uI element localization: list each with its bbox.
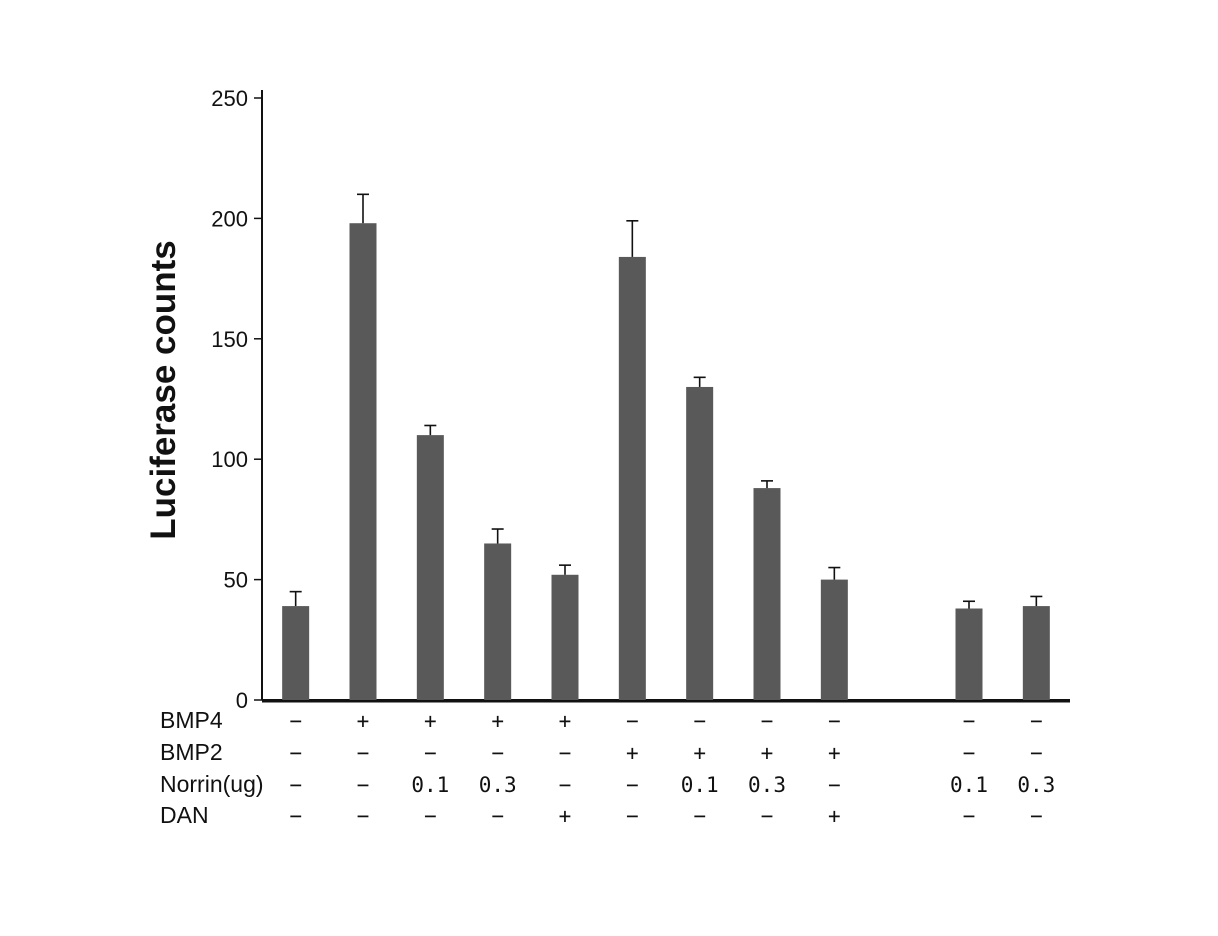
y-tick-label: 100	[211, 447, 248, 472]
condition-cell: −	[559, 741, 572, 765]
condition-cell: +	[761, 741, 774, 765]
condition-cell: −	[559, 773, 572, 797]
y-tick-label: 0	[236, 688, 248, 713]
condition-row-label: BMP2	[160, 739, 223, 765]
bar	[1022, 606, 1050, 700]
bar	[955, 608, 983, 700]
condition-cell: −	[693, 804, 706, 828]
y-tick-label: 200	[211, 206, 248, 231]
bar	[618, 256, 646, 700]
condition-cell: −	[761, 804, 774, 828]
bar	[686, 386, 714, 700]
condition-cell: −	[963, 709, 976, 733]
condition-cell: −	[424, 741, 437, 765]
condition-cell: −	[289, 804, 302, 828]
y-axis-title: Luciferase counts	[144, 240, 183, 540]
condition-matrix: BMP4 − + + + + − − − − − − BMP2 − − − − − + + + + − − Norrin(ug)…	[160, 707, 1055, 828]
condition-row-label: Norrin(ug)	[160, 771, 264, 797]
bar	[416, 435, 444, 700]
condition-cell: −	[1030, 709, 1043, 733]
condition-cell: +	[693, 741, 706, 765]
y-tick-label: 150	[211, 327, 248, 352]
condition-cell: −	[626, 804, 639, 828]
bar	[753, 488, 781, 700]
condition-cell: −	[626, 773, 639, 797]
condition-cell: −	[424, 804, 437, 828]
condition-cell: 0.1	[950, 773, 988, 797]
condition-cell: +	[559, 804, 572, 828]
condition-row-label: BMP4	[160, 707, 223, 733]
condition-cell: −	[761, 709, 774, 733]
x-axis-line	[262, 699, 1070, 703]
bar	[282, 606, 310, 700]
bar	[551, 574, 579, 700]
condition-cell: −	[491, 804, 504, 828]
condition-cell: −	[1030, 741, 1043, 765]
condition-cell: +	[424, 709, 437, 733]
condition-cell: −	[491, 741, 504, 765]
condition-cell: −	[289, 741, 302, 765]
condition-cell: −	[693, 709, 706, 733]
condition-cell: −	[357, 773, 370, 797]
condition-cell: 0.1	[681, 773, 719, 797]
condition-cell: +	[828, 804, 841, 828]
bar	[484, 543, 512, 700]
condition-cell: −	[626, 709, 639, 733]
y-tick-label: 250	[211, 86, 248, 111]
condition-cell: +	[357, 709, 370, 733]
condition-cell: +	[626, 741, 639, 765]
condition-cell: −	[963, 741, 976, 765]
condition-cell: 0.1	[411, 773, 449, 797]
condition-cell: −	[357, 804, 370, 828]
condition-cell: +	[491, 709, 504, 733]
bar	[349, 223, 377, 700]
condition-cell: 0.3	[748, 773, 786, 797]
y-tick-label: 50	[224, 568, 248, 593]
condition-cell: −	[289, 709, 302, 733]
bar	[820, 579, 848, 700]
condition-cell: −	[357, 741, 370, 765]
condition-cell: +	[559, 709, 572, 733]
condition-cell: −	[289, 773, 302, 797]
condition-cell: −	[963, 804, 976, 828]
condition-cell: +	[828, 741, 841, 765]
condition-cell: −	[1030, 804, 1043, 828]
condition-cell: −	[828, 773, 841, 797]
condition-row-label: DAN	[160, 802, 209, 828]
plot-area: 0 50 100 150 200 250	[211, 86, 1070, 713]
condition-cell: −	[828, 709, 841, 733]
condition-cell: 0.3	[479, 773, 517, 797]
condition-cell: 0.3	[1017, 773, 1055, 797]
